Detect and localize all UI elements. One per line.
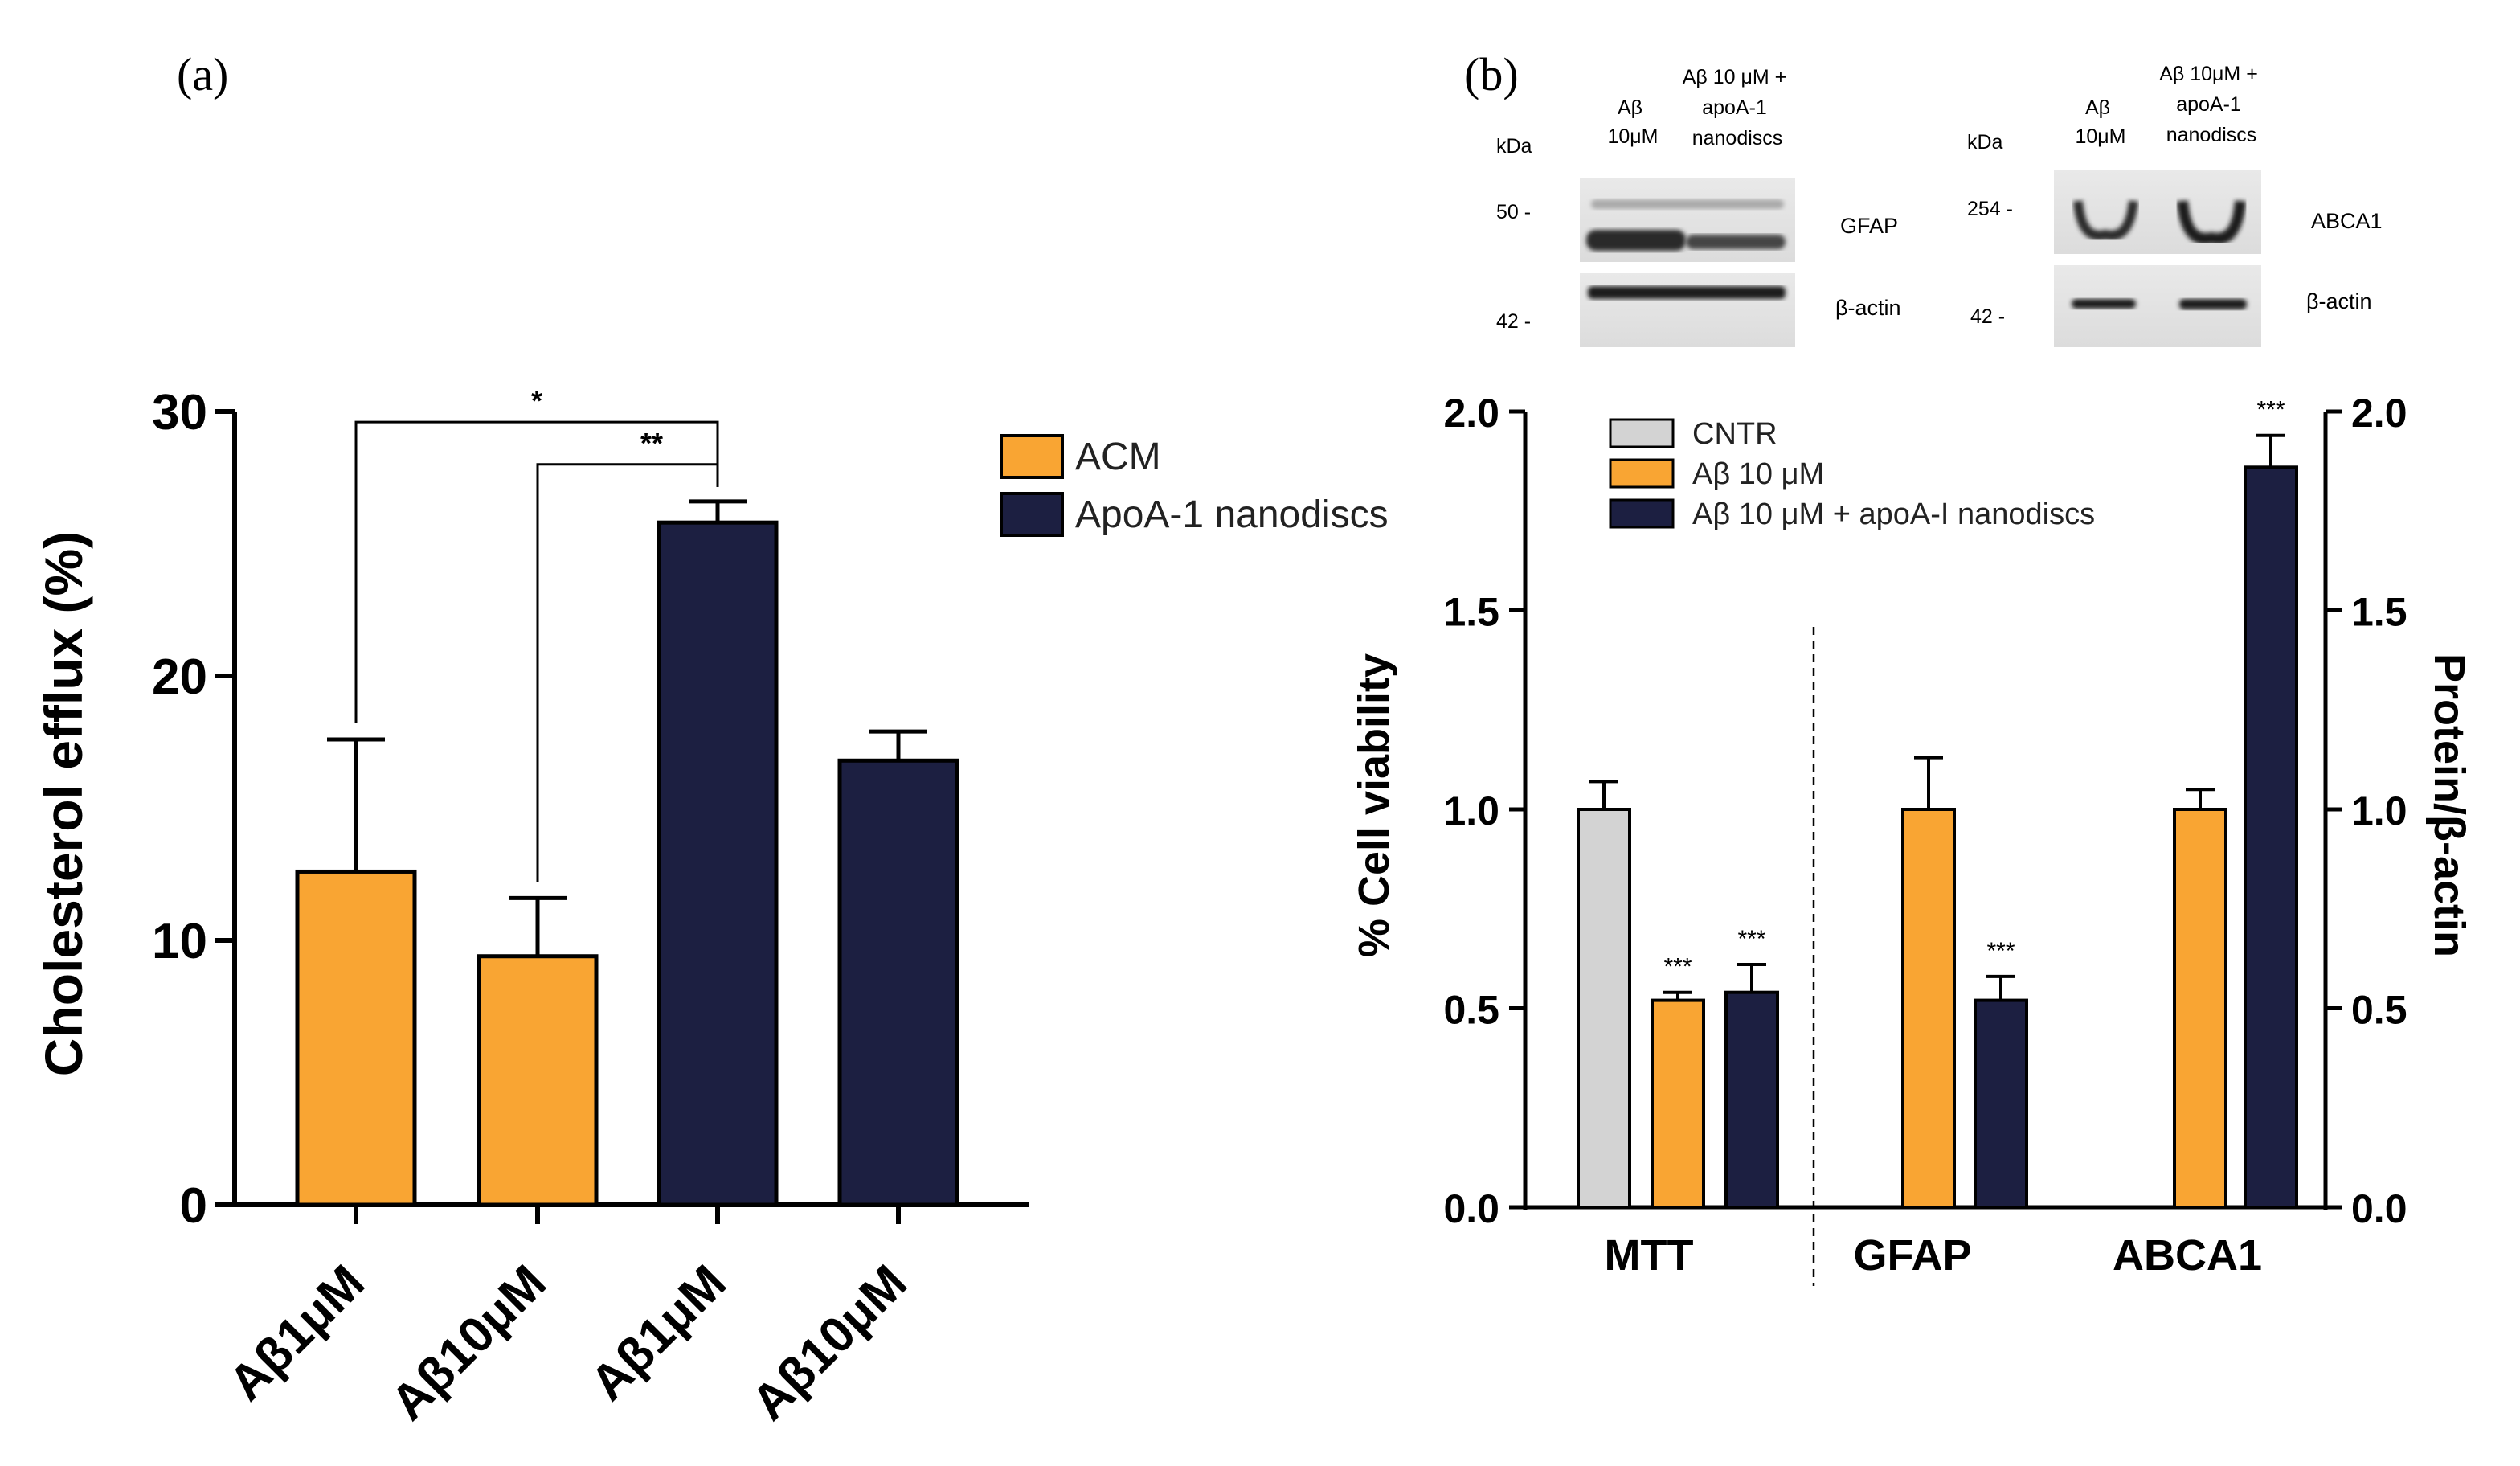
a-significance-bracket — [354, 420, 719, 723]
a-legend-swatch — [1000, 434, 1064, 479]
a-bar — [477, 954, 599, 1207]
b-bar — [1974, 998, 2028, 1209]
b-group-label: ABCA1 — [2113, 1231, 2262, 1280]
western-blots: kDa Aβ 10μM Aβ 10 μM + apoA-1 nanodiscs … — [1496, 63, 2383, 347]
b-group-label: MTT — [1605, 1231, 1694, 1280]
a-x-tick-label: Aβ1μM — [219, 1255, 375, 1411]
chart-b: % Cell viability Protein/β-actin 0.0 0.0 0… — [1350, 391, 2473, 1286]
b-y-tick-label-right: 1.0 — [2351, 788, 2408, 833]
b-significance-marker: *** — [2256, 397, 2285, 424]
a-x-tick-label: Aβ10μM — [381, 1255, 557, 1431]
blot-right-lane2-header: Aβ 10μM + apoA-1 nanodiscs — [2159, 63, 2264, 146]
a-y-axis-title: Cholesterol efflux (%) — [34, 531, 93, 1076]
panel-label-a: (a) — [177, 48, 228, 100]
b-legend-label: Aβ 10 μM + apoA-I nanodiscs — [1692, 498, 2095, 531]
blot-left-gfap-band-2 — [1686, 235, 1786, 249]
a-significance-bracket — [536, 463, 719, 882]
a-x-tick-label: Aβ1μM — [580, 1255, 737, 1411]
a-x-tick-label: Aβ10μM — [742, 1255, 918, 1431]
blot-right-abca1-band-2 — [2177, 200, 2246, 244]
b-bar — [1724, 990, 1779, 1209]
a-legend-label: ACM — [1075, 436, 1161, 478]
b-legend-swatch — [1609, 498, 1675, 529]
b-bar — [1901, 808, 1956, 1209]
b-bar — [2244, 465, 2298, 1209]
b-y-tick-label-left: 0.0 — [1443, 1186, 1499, 1231]
blot-right-actin-band-1 — [2072, 299, 2136, 309]
b-y-tick-label-left: 2.0 — [1443, 391, 1499, 436]
b-bar — [1577, 808, 1631, 1209]
blot-left-label-gfap: GFAP — [1840, 214, 1898, 238]
b-legend-swatch — [1609, 458, 1675, 489]
blot-right-label-actin: β-actin — [2306, 289, 2372, 313]
a-bar — [657, 520, 779, 1207]
b-y-tick-label-left: 0.5 — [1443, 988, 1499, 1033]
b-group-label: GFAP — [1853, 1231, 1971, 1280]
blot-left-actin-band — [1588, 286, 1786, 299]
b-significance-marker: *** — [1737, 926, 1765, 952]
b-y-tick-label-right: 1.5 — [2351, 590, 2408, 635]
blot-right-lane1-header: Aβ 10μM — [2075, 96, 2125, 148]
a-bar — [295, 869, 417, 1207]
b-legend-label: Aβ 10 μM — [1692, 457, 1824, 491]
b-y-tick-label-right: 0.0 — [2351, 1186, 2408, 1231]
a-legend-swatch — [1000, 492, 1064, 537]
blot-left-gfap-band-1 — [1586, 230, 1686, 251]
blot-right-kda: kDa — [1967, 131, 2003, 154]
b-bar — [2173, 808, 2228, 1209]
blot-right-actin-band-2 — [2179, 299, 2247, 309]
b-y-tick-label-right: 2.0 — [2351, 391, 2408, 436]
a-y-tick-label: 0 — [180, 1178, 207, 1234]
b-legend-label: CNTR — [1692, 417, 1778, 451]
blot-left-kda: kDa — [1496, 135, 1532, 158]
blot-right-abca1-band-1 — [2073, 200, 2138, 241]
b-y-tick-label-left: 1.5 — [1443, 590, 1499, 635]
a-bar — [837, 758, 959, 1207]
a-y-tick-label: 20 — [152, 649, 207, 705]
a-y-tick-label: 10 — [152, 914, 207, 969]
b-significance-marker: *** — [1663, 954, 1692, 981]
blot-right-abca1-image — [2054, 170, 2261, 254]
blot-left-label-actin: β-actin — [1835, 296, 1901, 320]
blot-left-actin-image — [1580, 273, 1795, 347]
b-bar — [1651, 998, 1705, 1209]
a-y-tick-label: 30 — [152, 385, 207, 440]
blot-right-marker-42: 42 - — [1970, 305, 2005, 328]
blot-left-marker-50: 50 - — [1496, 201, 1531, 223]
blot-left-marker-42: 42 - — [1496, 310, 1531, 333]
blot-right-label-abca1: ABCA1 — [2311, 209, 2383, 233]
blot-left-lane2-header: Aβ 10 μM + apoA-1 nanodiscs — [1683, 66, 1792, 149]
blot-left-gfap-faint — [1591, 199, 1784, 209]
a-legend-label: ApoA-1 nanodiscs — [1075, 493, 1389, 536]
b-y-axis-title-right: Protein/β-actin — [2425, 653, 2473, 957]
a-significance-label: * — [531, 384, 542, 417]
panel-label-b: (b) — [1464, 48, 1519, 100]
a-significance-label: ** — [640, 427, 663, 460]
b-y-axis-title-left: % Cell viability — [1350, 653, 1398, 957]
b-significance-marker: *** — [1986, 938, 2015, 964]
blot-left-lane1-header: Aβ 10μM — [1607, 96, 1658, 148]
blot-right-marker-254: 254 - — [1967, 198, 2013, 220]
b-legend-swatch — [1609, 418, 1675, 448]
b-y-tick-label-right: 0.5 — [2351, 988, 2408, 1033]
b-y-tick-label-left: 1.0 — [1443, 788, 1499, 833]
